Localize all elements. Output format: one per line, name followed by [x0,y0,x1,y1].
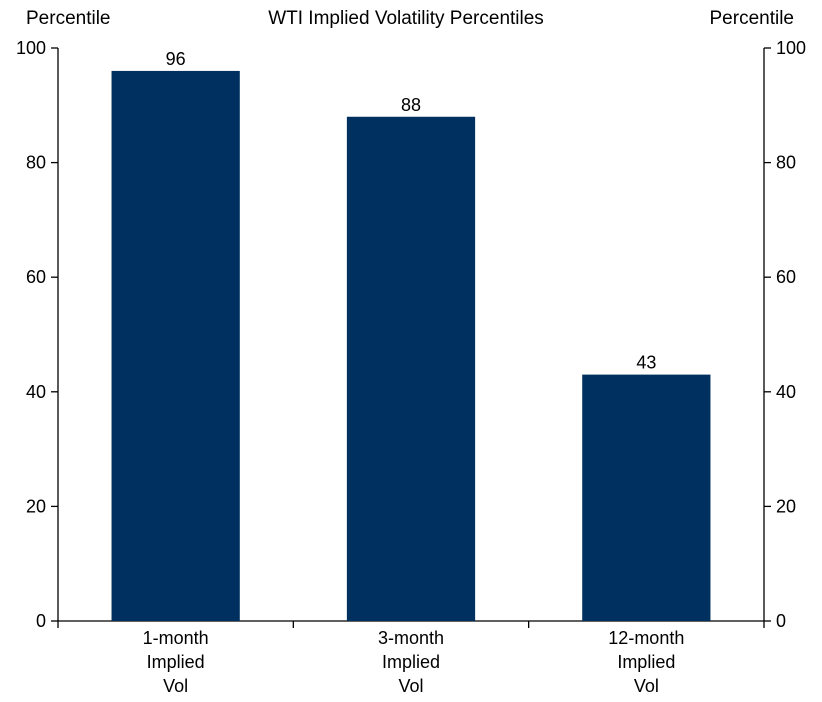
right-axis-title: Percentile [710,8,795,29]
bar-series [111,70,711,622]
right-tick-label: 40 [776,382,796,402]
category-label: Implied [617,652,675,672]
right-tick-label: 100 [776,38,806,58]
chart-title: WTI Implied Volatility Percentiles [268,8,544,29]
right-y-axis: 0 20 40 60 80 100 [763,38,806,631]
category-label: Vol [163,676,188,696]
left-tick-label: 40 [26,382,46,402]
category-label: Vol [634,676,659,696]
bar-value-label: 43 [636,353,656,373]
right-tick-label: 0 [776,611,786,631]
left-axis-title: Percentile [26,8,111,29]
x-axis [57,620,765,628]
bar [346,116,476,621]
bar [582,374,711,621]
right-tick-label: 20 [776,496,796,516]
category-label: 12-month [608,628,684,648]
left-y-axis: 0 20 40 60 80 100 [16,38,59,631]
category-label: Implied [382,652,440,672]
bar-value-label: 96 [166,49,186,69]
category-label: Implied [147,652,205,672]
bar [111,70,240,622]
left-tick-label: 100 [16,38,46,58]
right-tick-label: 60 [776,267,796,287]
bar-value-label: 88 [401,95,421,115]
category-label: 3-month [378,628,444,648]
category-labels: 1-month Implied Vol 3-month Implied Vol 12-mon… [143,628,685,696]
category-label: 1-month [143,628,209,648]
left-tick-label: 60 [26,267,46,287]
right-tick-label: 80 [776,153,796,173]
data-labels: 96 88 43 [166,49,657,373]
category-label: Vol [398,676,423,696]
left-tick-label: 80 [26,153,46,173]
left-tick-label: 20 [26,496,46,516]
left-tick-label: 0 [36,611,46,631]
